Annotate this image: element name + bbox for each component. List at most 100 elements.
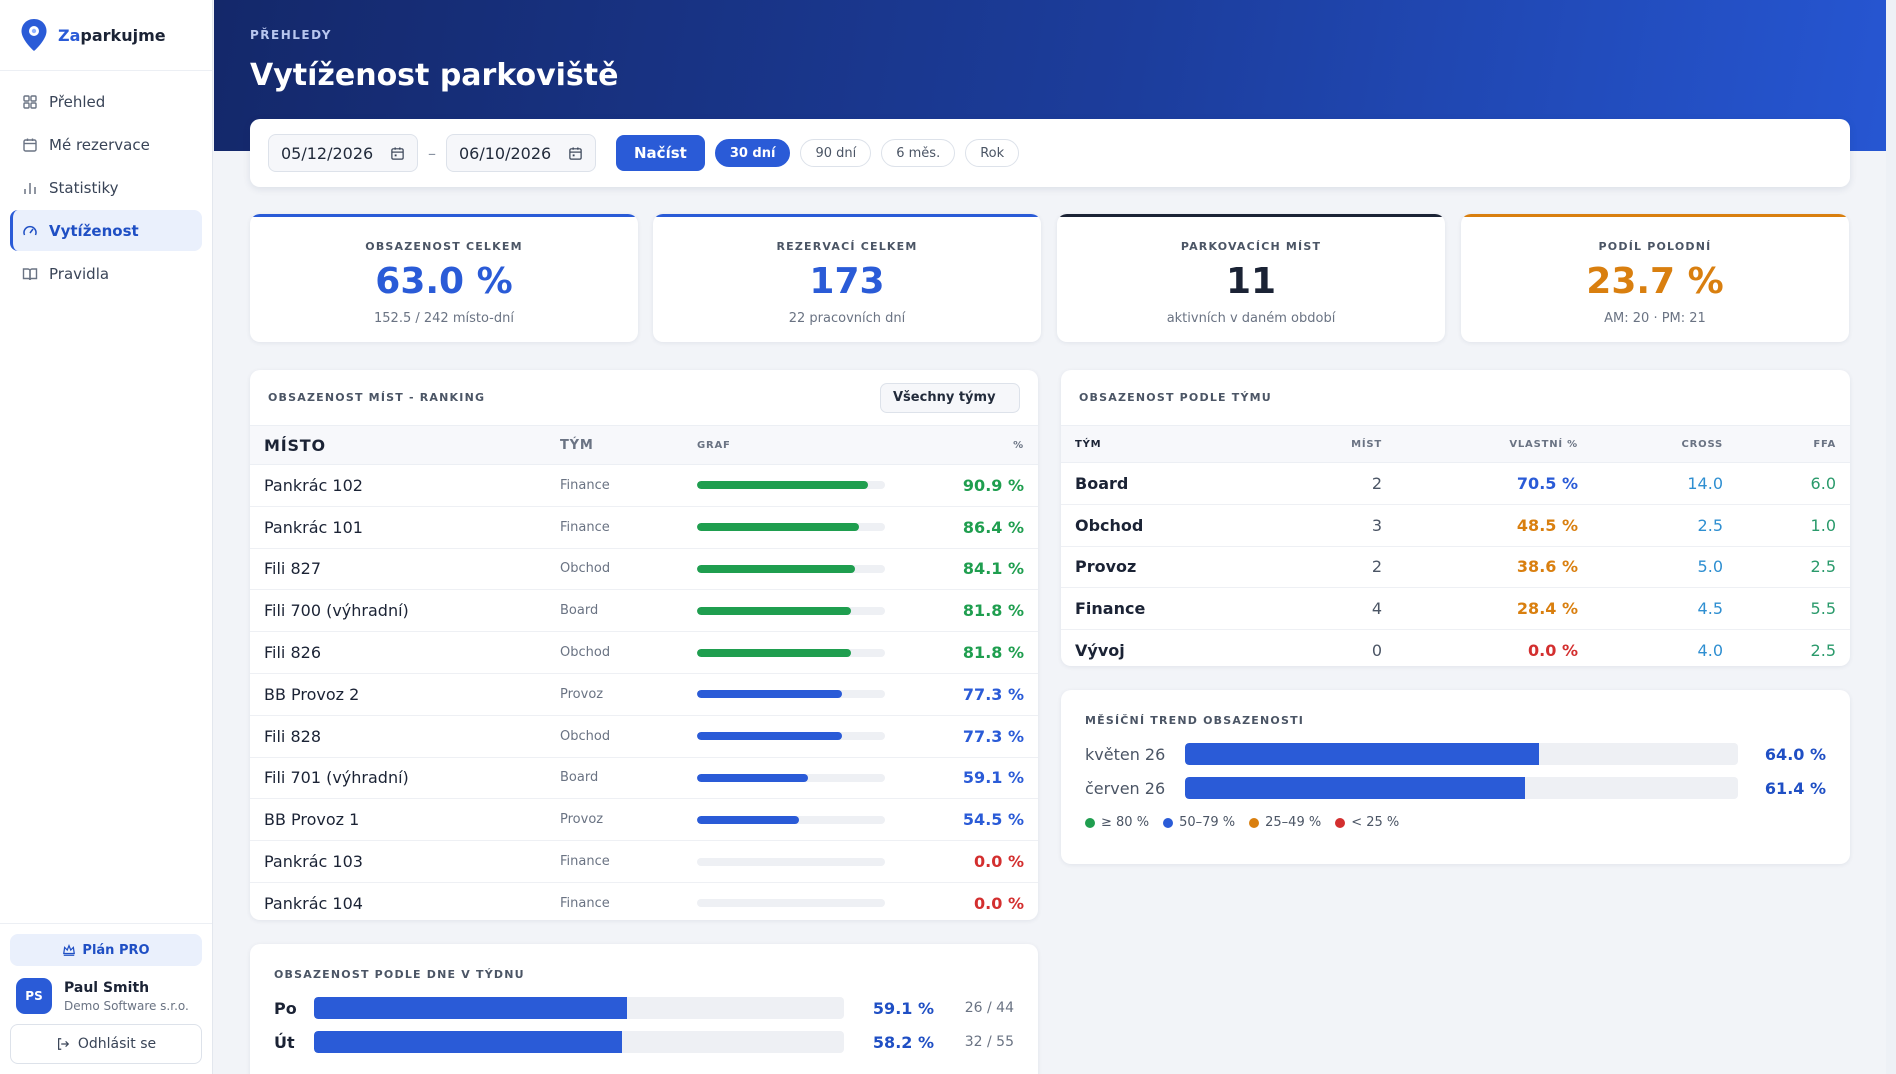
bar-fill — [697, 564, 856, 573]
graph-cell — [697, 564, 885, 573]
weekday-bar-fill — [314, 997, 628, 1019]
weekday-count: 26 / 44 — [964, 1000, 1014, 1016]
legend-item: < 25 % — [1335, 815, 1399, 830]
kpi-reservations-total: REZERVACÍ CELKEM 173 22 pracovních dní — [653, 214, 1041, 342]
kpi-label: PARKOVACÍCH MÍST — [1180, 240, 1322, 253]
bar-track — [697, 564, 885, 573]
nav-item-statistics[interactable]: Statistiky — [10, 167, 202, 208]
team-name: Obchod — [560, 561, 611, 577]
nav-item-rules[interactable]: Pravidla — [10, 253, 202, 294]
trend-month: červen 26 — [1085, 778, 1166, 798]
kpi-parking-spots: PARKOVACÍCH MÍST 11 aktivních v daném ob… — [1057, 214, 1445, 342]
kpi-value: 173 — [809, 261, 885, 302]
nav-item-utilization[interactable]: Vytíženost — [10, 210, 202, 251]
table-row[interactable]: Pankrác 102 Finance 90.9 % — [250, 465, 1038, 507]
table-row[interactable]: Pankrác 101 Finance 86.4 % — [250, 507, 1038, 549]
table-row[interactable]: Pankrác 104 Finance 0.0 % — [250, 883, 1038, 920]
brand-name: Zaparkujme — [58, 25, 166, 45]
nav-item-prehled[interactable]: Přehled — [10, 81, 202, 122]
date-separator: – — [428, 143, 436, 163]
table-row[interactable]: BB Provoz 2 Provoz 77.3 % — [250, 674, 1038, 716]
kpi-sub: aktivních v daném období — [1166, 311, 1336, 326]
team-name: Board — [1075, 473, 1129, 493]
range-year[interactable]: Rok — [965, 139, 1020, 167]
range-90-days[interactable]: 90 dní — [800, 139, 872, 167]
user-profile[interactable]: PS Paul Smith Demo Software s.r.o. — [10, 978, 202, 1014]
team-name: Finance — [560, 854, 610, 870]
kpi-sub: 152.5 / 242 místo-dní — [374, 311, 514, 326]
filter-bar: 05/12/2026 – 06/10/2026 Načíst 30 dní 90… — [250, 119, 1850, 187]
own-pct: 70.5 % — [1516, 473, 1578, 493]
trend-bar-fill — [1185, 743, 1539, 765]
date-from-input[interactable]: 05/12/2026 — [268, 134, 418, 172]
team-filter-select[interactable]: Všechny týmy — [880, 382, 1020, 413]
plan-pro-button[interactable]: Plán PRO — [10, 934, 202, 966]
occupancy-pct: 59.1 % — [962, 768, 1024, 788]
trend-legend: ≥ 80 % 50–79 % 25–49 % < 25 % — [1061, 815, 1850, 830]
nav-label: Mé rezervace — [49, 135, 150, 154]
ranking-title: OBSAZENOST MÍST - RANKING — [268, 391, 486, 404]
logout-icon — [57, 1038, 69, 1050]
table-row[interactable]: Obchod 3 48.5 % 2.5 1.0 — [1061, 505, 1850, 547]
table-row[interactable]: Provoz 2 38.6 % 5.0 2.5 — [1061, 547, 1850, 589]
nav-item-reservations[interactable]: Mé rezervace — [10, 124, 202, 165]
table-row[interactable]: Board 2 70.5 % 14.0 6.0 — [1061, 463, 1850, 505]
table-row[interactable]: BB Provoz 1 Provoz 54.5 % — [250, 799, 1038, 842]
bar-fill — [697, 648, 851, 657]
page-scrollbar[interactable] — [1886, 0, 1896, 1074]
graph-cell — [697, 815, 885, 824]
col-header-team[interactable]: TÝM — [560, 437, 594, 453]
weekday-count: 32 / 55 — [964, 1034, 1014, 1050]
col-header-graph: GRAF — [697, 439, 731, 451]
bar-fill — [697, 481, 868, 490]
table-row[interactable]: Fili 826 Obchod 81.8 % — [250, 632, 1038, 674]
team-name: Provoz — [560, 812, 604, 828]
col-header-spots[interactable]: MÍST — [1351, 438, 1382, 450]
range-30-days[interactable]: 30 dní — [714, 139, 791, 167]
bar-track — [697, 523, 885, 532]
table-row[interactable]: Pankrác 103 Finance 0.0 % — [250, 841, 1038, 883]
bar-fill — [697, 606, 851, 615]
bar-track — [697, 648, 885, 657]
graph-cell — [697, 857, 885, 866]
team-name: Board — [560, 603, 599, 619]
cross-value: 4.5 — [1697, 599, 1723, 619]
col-header-team[interactable]: TÝM — [1075, 438, 1102, 450]
kpi-occupancy-total: OBSAZENOST CELKEM 63.0 % 152.5 / 242 mís… — [250, 214, 638, 342]
table-row[interactable]: Finance 4 28.4 % 4.5 5.5 — [1061, 588, 1850, 631]
logout-button[interactable]: Odhlásit se — [10, 1024, 202, 1064]
load-button[interactable]: Načíst — [616, 135, 705, 171]
table-row[interactable]: Fili 827 Obchod 84.1 % — [250, 549, 1038, 591]
table-row[interactable]: Fili 701 (výhradní) Board 59.1 % — [250, 758, 1038, 800]
bar-chart-icon — [24, 182, 36, 194]
place-name: Fili 827 — [264, 559, 321, 579]
col-header-cross[interactable]: CROSS — [1681, 438, 1723, 450]
occupancy-pct: 54.5 % — [962, 810, 1024, 830]
breadcrumb: PŘEHLEDY — [250, 28, 332, 42]
trend-month: květen 26 — [1085, 744, 1166, 764]
place-name: Fili 701 (výhradní) — [264, 768, 409, 788]
team-name: Finance — [560, 519, 610, 535]
spots-count: 4 — [1371, 599, 1382, 619]
date-to-input[interactable]: 06/10/2026 — [446, 134, 596, 172]
legend-item: 50–79 % — [1163, 815, 1235, 830]
table-row[interactable]: Fili 700 (výhradní) Board 81.8 % — [250, 590, 1038, 633]
table-row[interactable]: Fili 828 Obchod 77.3 % — [250, 716, 1038, 758]
col-header-pct[interactable]: % — [1013, 439, 1024, 451]
team-name: Provoz — [1075, 557, 1137, 577]
col-header-own-pct[interactable]: VLASTNÍ % — [1509, 438, 1578, 450]
range-6-months[interactable]: 6 měs. — [881, 139, 956, 167]
col-header-place[interactable]: MÍSTO — [264, 435, 326, 455]
table-row[interactable]: Vývoj 0 0.0 % 4.0 2.5 — [1061, 630, 1850, 666]
trend-bar-fill — [1185, 777, 1525, 799]
graph-cell — [697, 523, 885, 532]
monthly-trend-panel: MĚSÍČNÍ TREND OBSAZENOSTI květen 26 64.0 … — [1061, 690, 1850, 864]
trend-value: 61.4 % — [1764, 778, 1826, 798]
date-from-value: 05/12/2026 — [281, 143, 374, 163]
ffa-value: 2.5 — [1810, 557, 1836, 577]
brand[interactable]: Zaparkujme — [0, 0, 212, 71]
col-header-ffa[interactable]: FFA — [1813, 438, 1836, 450]
bar-track — [697, 857, 885, 866]
occupancy-pct: 77.3 % — [962, 726, 1024, 746]
bar-track — [697, 732, 885, 741]
